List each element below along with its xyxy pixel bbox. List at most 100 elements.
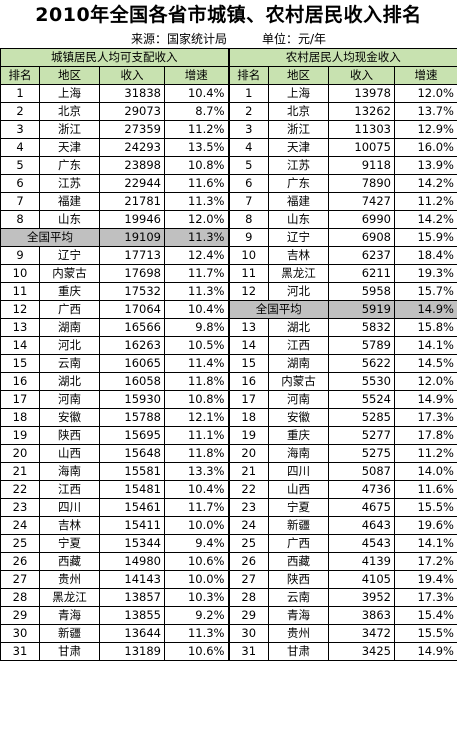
urban-income-cell: 15461: [99, 498, 165, 517]
rural-rank-cell: 20: [227, 444, 269, 463]
urban-region-cell: 天津: [39, 138, 100, 157]
rural-region-cell: 吉林: [268, 246, 329, 265]
rural-rank-cell: 10: [227, 246, 269, 265]
urban-rank-cell: 22: [0, 480, 40, 499]
urban-region-cell: 四川: [39, 498, 100, 517]
urban-income-cell: 13644: [99, 624, 165, 643]
urban-income-cell: 15581: [99, 462, 165, 481]
urban-income-cell: 22944: [99, 174, 165, 193]
rural-region-cell: 辽宁: [268, 228, 329, 247]
table-row: 全国平均 19109 11.3% 9 辽宁 6908 15.9%: [0, 228, 457, 247]
table-row: 6 江苏 22944 11.6% 6 广东 7890 14.2%: [0, 174, 457, 193]
urban-region-cell: 山东: [39, 210, 100, 229]
rural-rank-cell: 9: [227, 228, 269, 247]
rural-growth-cell: 15.4%: [394, 606, 457, 625]
rural-rank-cell: 25: [227, 534, 269, 553]
urban-rank-cell: 25: [0, 534, 40, 553]
rural-region-cell: 广东: [268, 174, 329, 193]
rural-income-cell: 10075: [328, 138, 395, 157]
urban-region-cell: 吉林: [39, 516, 100, 535]
rural-income-cell: 7890: [328, 174, 395, 193]
rural-growth-cell: 11.2%: [394, 192, 457, 211]
urban-col-growth: 增速: [164, 66, 229, 85]
rural-growth-cell: 13.7%: [394, 102, 457, 121]
rural-growth-cell: 11.2%: [394, 444, 457, 463]
urban-region-cell: 甘肃: [39, 642, 100, 661]
urban-region-cell: 江西: [39, 480, 100, 499]
rural-col-growth: 增速: [394, 66, 457, 85]
urban-income-cell: 13189: [99, 642, 165, 661]
source-note: 来源：国家统计局: [131, 32, 228, 46]
rural-growth-cell: 12.0%: [394, 372, 457, 391]
urban-growth-cell: 11.8%: [164, 444, 229, 463]
urban-growth-cell: 11.3%: [164, 192, 229, 211]
urban-income-cell: 31838: [99, 84, 165, 103]
rural-region-cell: 天津: [268, 138, 329, 157]
urban-income-cell: 15411: [99, 516, 165, 535]
rural-region-cell: 北京: [268, 102, 329, 121]
rural-growth-cell: 15.7%: [394, 282, 457, 301]
rural-growth-cell: 17.3%: [394, 588, 457, 607]
urban-growth-cell: 10.6%: [164, 642, 229, 661]
rural-col-rank: 排名: [227, 66, 269, 85]
urban-income-cell: 16058: [99, 372, 165, 391]
urban-region-cell: 河南: [39, 390, 100, 409]
rural-rank-cell: 19: [227, 426, 269, 445]
table-row: 20 山西 15648 11.8% 20 海南 5275 11.2%: [0, 444, 457, 463]
urban-rank-cell: 26: [0, 552, 40, 571]
rural-rank-cell: 5: [227, 156, 269, 175]
urban-rank-cell: 20: [0, 444, 40, 463]
urban-region-cell: 西藏: [39, 552, 100, 571]
rural-growth-cell: 14.1%: [394, 336, 457, 355]
rural-growth-cell: 17.8%: [394, 426, 457, 445]
urban-rank-cell: 31: [0, 642, 40, 661]
table-row: 19 陕西 15695 11.1% 19 重庆 5277 17.8%: [0, 426, 457, 445]
table-row: 24 吉林 15411 10.0% 24 新疆 4643 19.6%: [0, 516, 457, 535]
rural-income-cell: 3472: [328, 624, 395, 643]
ranking-table: 城镇居民人均可支配收入 农村居民人均现金收入 排名 地区 收入 增速 排名 地区…: [0, 48, 457, 661]
urban-rank-cell: 24: [0, 516, 40, 535]
urban-rank-cell: 13: [0, 318, 40, 337]
rural-region-cell: 湖南: [268, 354, 329, 373]
rural-growth-cell: 14.0%: [394, 462, 457, 481]
rural-growth-cell: 14.9%: [394, 642, 457, 661]
urban-growth-cell: 13.5%: [164, 138, 229, 157]
urban-growth-cell: 10.4%: [164, 84, 229, 103]
rural-rank-cell: 15: [227, 354, 269, 373]
rural-income-cell: 4543: [328, 534, 395, 553]
rural-section-title: 农村居民人均现金收入: [227, 48, 457, 67]
rural-region-cell: 山西: [268, 480, 329, 499]
urban-region-cell: 湖南: [39, 318, 100, 337]
urban-income-cell: 14980: [99, 552, 165, 571]
rural-growth-cell: 14.2%: [394, 174, 457, 193]
urban-rank-cell: 10: [0, 264, 40, 283]
rural-income-cell: 11303: [328, 120, 395, 139]
urban-rank-cell: 12: [0, 300, 40, 319]
table-row: 16 湖北 16058 11.8% 16 内蒙古 5530 12.0%: [0, 372, 457, 391]
urban-income-cell: 16566: [99, 318, 165, 337]
urban-income-cell: 15344: [99, 534, 165, 553]
table-row: 11 重庆 17532 11.3% 12 河北 5958 15.7%: [0, 282, 457, 301]
section-header-row: 城镇居民人均可支配收入 农村居民人均现金收入: [0, 48, 457, 67]
rural-rank-cell: 26: [227, 552, 269, 571]
urban-rank-cell: 28: [0, 588, 40, 607]
urban-rank-cell: 7: [0, 192, 40, 211]
subtitle-row: 来源：国家统计局 单位：元/年: [0, 30, 457, 48]
rural-income-cell: 6990: [328, 210, 395, 229]
unit-note: 单位：元/年: [262, 32, 327, 46]
table-row: 7 福建 21781 11.3% 7 福建 7427 11.2%: [0, 192, 457, 211]
urban-region-cell: 湖北: [39, 372, 100, 391]
rural-growth-cell: 17.3%: [394, 408, 457, 427]
rural-rank-cell: 2: [227, 102, 269, 121]
urban-growth-cell: 8.7%: [164, 102, 229, 121]
rural-region-cell: 河北: [268, 282, 329, 301]
rural-income-cell: 5622: [328, 354, 395, 373]
rural-income-cell: 6211: [328, 264, 395, 283]
rural-col-income: 收入: [328, 66, 395, 85]
urban-region-cell: 黑龙江: [39, 588, 100, 607]
rural-col-region: 地区: [268, 66, 329, 85]
rural-income-cell: 6908: [328, 228, 395, 247]
urban-rank-cell: 6: [0, 174, 40, 193]
urban-income-cell: 17698: [99, 264, 165, 283]
rural-growth-cell: 14.9%: [394, 390, 457, 409]
